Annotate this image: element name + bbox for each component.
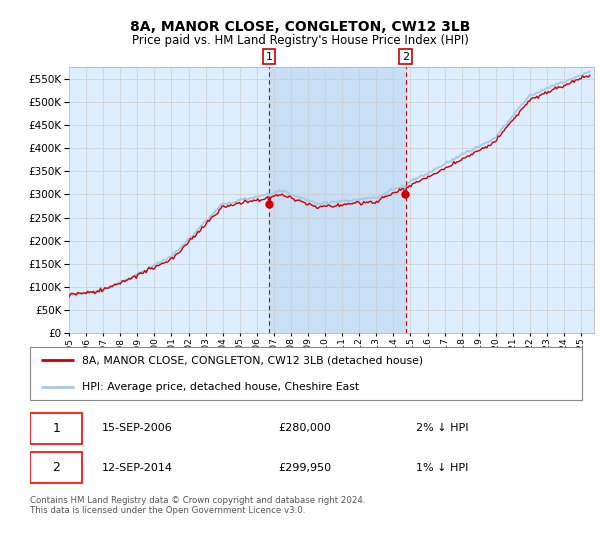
Text: 8A, MANOR CLOSE, CONGLETON, CW12 3LB (detached house): 8A, MANOR CLOSE, CONGLETON, CW12 3LB (de… (82, 356, 424, 366)
FancyBboxPatch shape (30, 413, 82, 444)
Text: 1: 1 (53, 422, 61, 435)
Text: 2: 2 (53, 461, 61, 474)
Text: 2% ↓ HPI: 2% ↓ HPI (416, 423, 469, 433)
Text: HPI: Average price, detached house, Cheshire East: HPI: Average price, detached house, Ches… (82, 382, 359, 392)
Text: £299,950: £299,950 (278, 463, 332, 473)
FancyBboxPatch shape (30, 452, 82, 483)
Text: Contains HM Land Registry data © Crown copyright and database right 2024.
This d: Contains HM Land Registry data © Crown c… (30, 496, 365, 515)
FancyBboxPatch shape (30, 347, 582, 400)
Text: 2: 2 (402, 52, 409, 62)
Text: 1: 1 (265, 52, 272, 62)
Text: 12-SEP-2014: 12-SEP-2014 (102, 463, 173, 473)
Text: 15-SEP-2006: 15-SEP-2006 (102, 423, 173, 433)
Text: 8A, MANOR CLOSE, CONGLETON, CW12 3LB: 8A, MANOR CLOSE, CONGLETON, CW12 3LB (130, 20, 470, 34)
Bar (269, 67, 406, 333)
Text: Price paid vs. HM Land Registry's House Price Index (HPI): Price paid vs. HM Land Registry's House … (131, 34, 469, 46)
Text: £280,000: £280,000 (278, 423, 331, 433)
Text: 1% ↓ HPI: 1% ↓ HPI (416, 463, 469, 473)
